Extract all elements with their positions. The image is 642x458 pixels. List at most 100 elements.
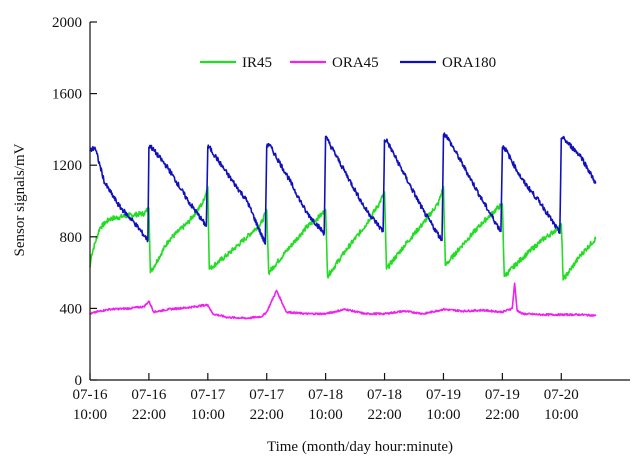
data-point-ora180 <box>149 144 151 147</box>
data-point-ir45 <box>462 243 464 245</box>
data-point-ora45 <box>109 308 111 310</box>
data-point-ora45 <box>143 306 145 308</box>
series-line-ora180 <box>89 132 597 245</box>
data-point-ora45 <box>305 313 307 315</box>
data-point-ora45 <box>423 313 425 315</box>
data-point-ora180 <box>385 139 388 141</box>
data-point-ora180 <box>441 239 443 241</box>
data-point-ora45 <box>148 300 150 302</box>
data-point-ora180 <box>560 137 562 139</box>
data-point-ora180 <box>104 182 106 184</box>
data-point-ir45 <box>143 212 145 215</box>
y-tick-label: 800 <box>60 230 83 246</box>
data-point-ora45 <box>261 315 263 318</box>
legend-label-ora45: ORA45 <box>332 55 379 71</box>
legend-label-ora180: ORA180 <box>442 55 496 71</box>
data-point-ora45 <box>226 316 229 318</box>
data-point-ir45 <box>580 254 582 256</box>
data-point-ora45 <box>595 315 597 317</box>
data-point-ir45 <box>202 202 204 204</box>
data-point-ora180 <box>559 232 561 234</box>
data-point-ir45 <box>187 221 189 224</box>
data-point-ora45 <box>207 304 209 306</box>
data-point-ora180 <box>562 137 564 139</box>
data-point-ir45 <box>320 214 322 216</box>
data-point-ora45 <box>511 307 513 309</box>
data-point-ora45 <box>271 300 273 302</box>
series-ora180 <box>89 132 597 245</box>
data-point-ora180 <box>205 225 207 227</box>
data-point-ora180 <box>147 239 149 241</box>
y-axis-title: Sensor signals/mV <box>12 143 28 256</box>
x-tick-date-label: 07-20 <box>544 387 579 403</box>
x-tick-time-label: 10:00 <box>426 407 460 423</box>
data-point-ora45 <box>344 308 346 310</box>
x-tick-time-label: 22:00 <box>367 407 401 423</box>
data-point-ora45 <box>266 311 268 313</box>
data-point-ora180 <box>403 173 405 175</box>
data-point-ora45 <box>541 314 543 316</box>
data-point-ir45 <box>149 272 151 274</box>
data-point-ora45 <box>521 313 523 315</box>
data-point-ora180 <box>482 200 484 202</box>
data-point-ora45 <box>501 311 503 313</box>
data-point-ora45 <box>325 313 327 315</box>
data-point-ir45 <box>305 227 307 229</box>
data-point-ora180 <box>503 146 505 148</box>
data-point-ora180 <box>207 146 209 148</box>
data-point-ir45 <box>327 275 329 277</box>
legend-label-ir45: IR45 <box>242 55 272 71</box>
data-point-ir45 <box>503 275 505 277</box>
series-line-ora45 <box>89 282 597 320</box>
data-point-ora45 <box>516 309 518 311</box>
data-point-ora180 <box>246 200 248 202</box>
data-point-ir45 <box>482 221 484 224</box>
data-point-ir45 <box>90 254 93 256</box>
series-ora45 <box>89 282 597 320</box>
data-point-ora45 <box>580 314 582 316</box>
data-point-ora180 <box>285 173 287 175</box>
data-point-ir45 <box>99 227 101 229</box>
x-tick-time-label: 10:00 <box>191 407 225 423</box>
x-tick-date-label: 07-17 <box>190 387 225 403</box>
data-point-ora180 <box>580 155 582 157</box>
data-point-ora45 <box>462 310 464 312</box>
data-point-ora180 <box>445 134 447 136</box>
data-point-ir45 <box>261 221 263 224</box>
data-point-ora180 <box>226 173 229 175</box>
data-point-ora45 <box>560 314 562 316</box>
x-tick-date-label: 07-19 <box>485 387 520 403</box>
x-tick-time-label: 10:00 <box>309 407 343 423</box>
data-point-ora45 <box>128 307 130 309</box>
data-point-ora180 <box>595 182 597 184</box>
data-point-ora180 <box>133 221 135 224</box>
data-point-ir45 <box>560 223 562 225</box>
y-tick-label: 400 <box>60 301 83 317</box>
data-point-ir45 <box>344 250 346 252</box>
data-point-ora45 <box>99 310 101 312</box>
x-tick-time-label: 22:00 <box>132 407 166 423</box>
data-point-ora180 <box>94 146 96 148</box>
data-point-ir45 <box>403 245 405 247</box>
data-point-ora180 <box>118 205 121 207</box>
data-point-ir45 <box>268 272 270 274</box>
data-point-ir45 <box>521 257 523 259</box>
data-point-ir45 <box>385 268 388 270</box>
data-point-ora45 <box>285 311 287 313</box>
data-point-ir45 <box>285 250 287 252</box>
data-point-ora180 <box>268 143 270 145</box>
x-axis-title: Time (month/day hour:minute) <box>267 439 453 455</box>
data-point-ir45 <box>555 229 558 231</box>
data-point-ir45 <box>226 254 229 256</box>
data-point-ora180 <box>305 211 307 213</box>
data-point-ir45 <box>246 236 248 238</box>
series-layer <box>89 132 597 320</box>
data-point-ora45 <box>275 289 278 292</box>
data-point-ora45 <box>167 308 170 310</box>
x-tick-date-label: 07-18 <box>367 387 402 403</box>
data-point-ora180 <box>462 164 464 166</box>
data-point-ora180 <box>442 134 445 136</box>
data-point-ir45 <box>444 264 446 266</box>
data-point-ora180 <box>208 146 210 148</box>
